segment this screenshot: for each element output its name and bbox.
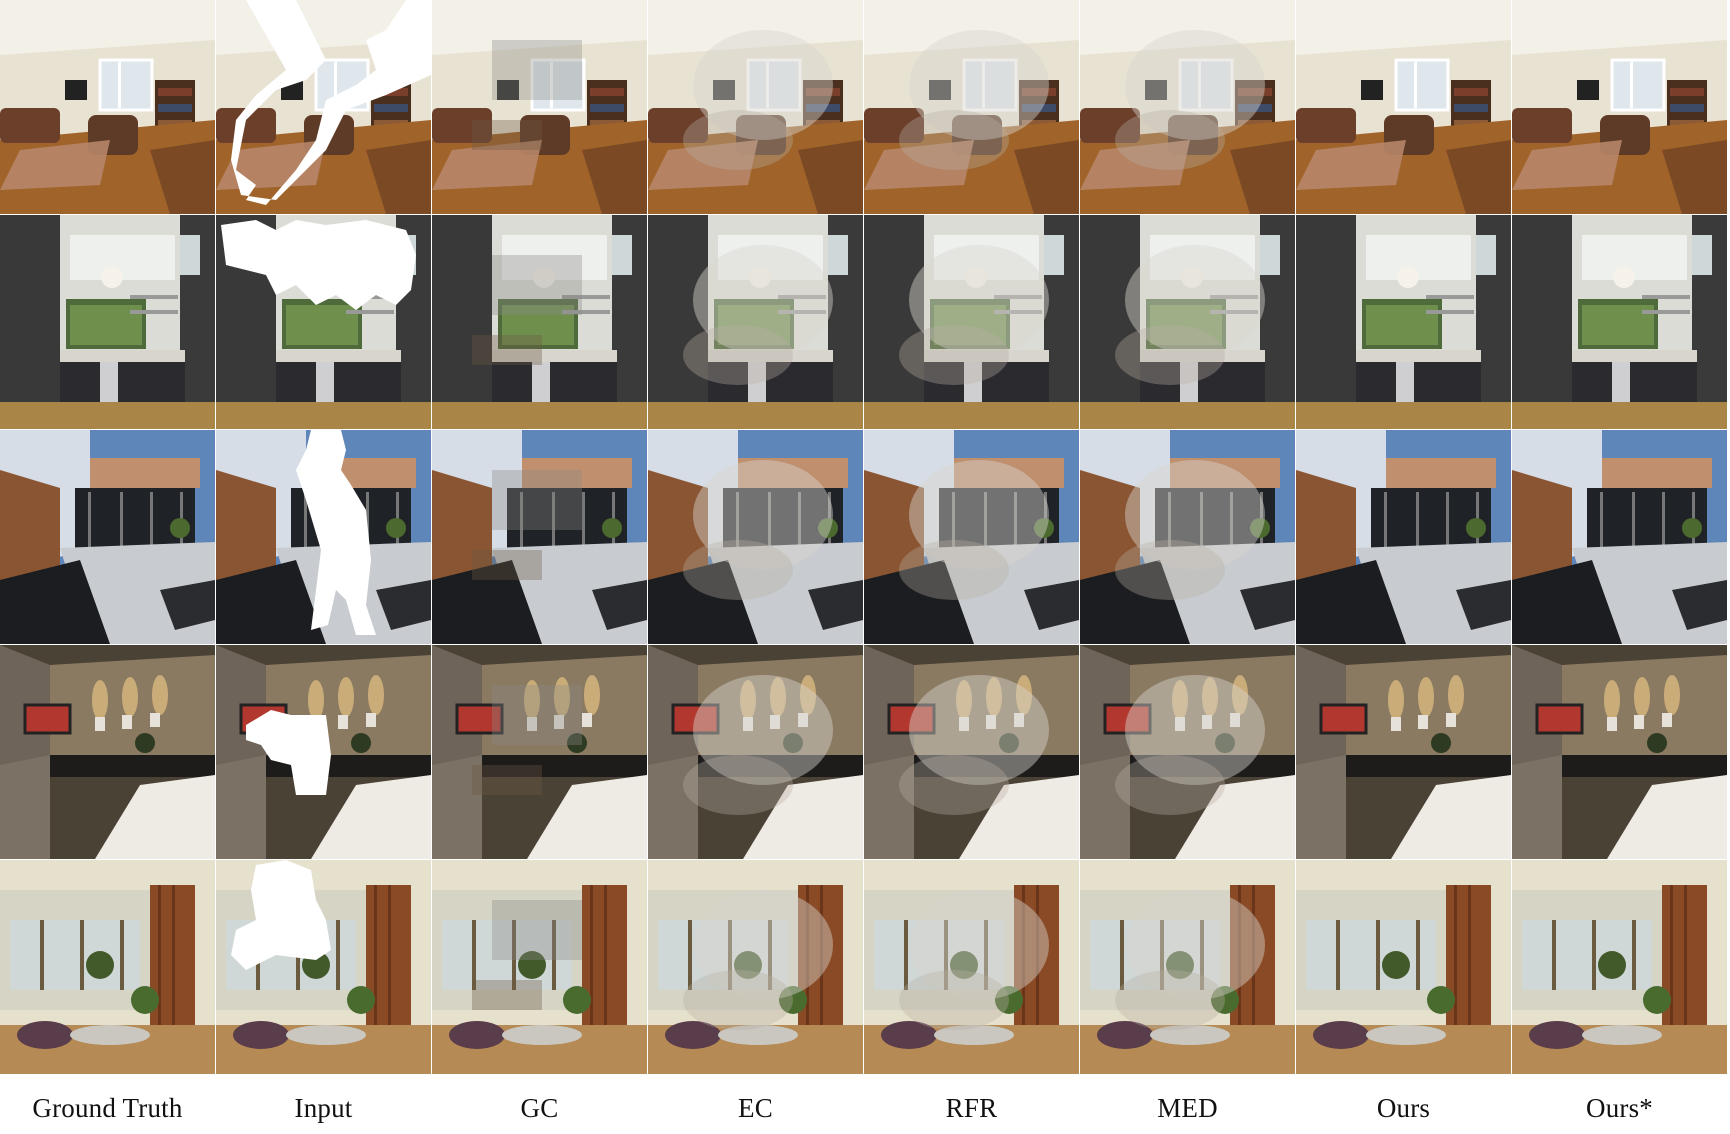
scene-image-kitchen	[0, 215, 215, 429]
caption-rfr: RFR	[945, 1093, 998, 1123]
scene-image-lounge	[648, 860, 863, 1074]
thumbnail-bedroom-med	[1080, 645, 1295, 859]
caption-ours-star: Ours*	[1586, 1093, 1653, 1123]
thumbnail-living-room-ours-star	[1512, 0, 1727, 214]
scene-image-kitchen	[216, 215, 431, 429]
thumbnail-lounge-rfr	[864, 860, 1079, 1074]
thumbnail-lounge-ours	[1296, 860, 1511, 1074]
thumbnail-lounge-input	[216, 860, 431, 1074]
scene-image-bedroom	[864, 645, 1079, 859]
caption-ours: Ours	[1376, 1093, 1431, 1123]
scene-image-living-room	[648, 0, 863, 214]
scene-image-lounge	[1296, 860, 1511, 1074]
thumbnail-patio-ec	[648, 430, 863, 644]
thumbnail-living-room-input	[216, 0, 431, 214]
thumbnail-patio-gc	[432, 430, 647, 644]
scene-image-bedroom	[0, 645, 215, 859]
scene-image-kitchen	[1512, 215, 1727, 429]
thumbnail-lounge-med	[1080, 860, 1295, 1074]
thumbnail-lounge-ground-truth	[0, 860, 215, 1074]
thumbnail-kitchen-med	[1080, 215, 1295, 429]
thumbnail-lounge-ours-star	[1512, 860, 1727, 1074]
scene-image-patio	[1296, 430, 1511, 644]
thumbnail-kitchen-ground-truth	[0, 215, 215, 429]
scene-image-living-room	[1512, 0, 1727, 214]
thumbnail-kitchen-rfr	[864, 215, 1079, 429]
scene-image-living-room	[1080, 0, 1295, 214]
thumbnail-patio-med	[1080, 430, 1295, 644]
thumbnail-bedroom-rfr	[864, 645, 1079, 859]
caption-ground-truth: Ground Truth	[32, 1093, 183, 1123]
scene-image-patio	[648, 430, 863, 644]
scene-image-kitchen	[864, 215, 1079, 429]
thumbnail-bedroom-input	[216, 645, 431, 859]
scene-image-living-room	[432, 0, 647, 214]
thumbnail-kitchen-input	[216, 215, 431, 429]
scene-image-kitchen	[1080, 215, 1295, 429]
scene-image-lounge	[864, 860, 1079, 1074]
scene-image-living-room	[0, 0, 215, 214]
scene-image-patio	[216, 430, 431, 644]
scene-image-bedroom	[1080, 645, 1295, 859]
thumbnail-kitchen-ours-star	[1512, 215, 1727, 429]
thumbnail-bedroom-ground-truth	[0, 645, 215, 859]
scene-image-patio	[0, 430, 215, 644]
thumbnail-bedroom-ec	[648, 645, 863, 859]
caption-gc: GC	[520, 1093, 559, 1123]
scene-image-living-room	[864, 0, 1079, 214]
scene-image-patio	[1080, 430, 1295, 644]
thumbnail-living-room-med	[1080, 0, 1295, 214]
scene-image-bedroom	[1296, 645, 1511, 859]
thumbnail-lounge-ec	[648, 860, 863, 1074]
scene-image-bedroom	[648, 645, 863, 859]
scene-image-kitchen	[1296, 215, 1511, 429]
thumbnail-patio-input	[216, 430, 431, 644]
scene-image-patio	[864, 430, 1079, 644]
thumbnail-lounge-gc	[432, 860, 647, 1074]
scene-image-lounge	[0, 860, 215, 1074]
thumbnail-bedroom-ours	[1296, 645, 1511, 859]
scene-image-lounge	[1512, 860, 1727, 1074]
scene-image-patio	[432, 430, 647, 644]
scene-image-living-room	[1296, 0, 1511, 214]
caption-med: MED	[1157, 1093, 1218, 1123]
column-captions: Ground Truth Input GC EC RFR MED Ours Ou…	[0, 1065, 1730, 1134]
scene-image-lounge	[216, 860, 431, 1074]
thumbnail-living-room-ground-truth	[0, 0, 215, 214]
thumbnail-living-room-ours	[1296, 0, 1511, 214]
scene-image-bedroom	[216, 645, 431, 859]
thumbnail-bedroom-ours-star	[1512, 645, 1727, 859]
scene-image-lounge	[1080, 860, 1295, 1074]
thumbnail-living-room-gc	[432, 0, 647, 214]
thumbnail-kitchen-ours	[1296, 215, 1511, 429]
scene-image-bedroom	[432, 645, 647, 859]
thumbnail-kitchen-gc	[432, 215, 647, 429]
thumbnail-living-room-ec	[648, 0, 863, 214]
thumbnail-kitchen-ec	[648, 215, 863, 429]
thumbnail-patio-rfr	[864, 430, 1079, 644]
thumbnail-living-room-rfr	[864, 0, 1079, 214]
thumbnail-patio-ground-truth	[0, 430, 215, 644]
scene-image-patio	[1512, 430, 1727, 644]
scene-image-living-room	[216, 0, 431, 214]
scene-image-lounge	[432, 860, 647, 1074]
thumbnail-patio-ours	[1296, 430, 1511, 644]
thumbnail-bedroom-gc	[432, 645, 647, 859]
scene-image-bedroom	[1512, 645, 1727, 859]
scene-image-kitchen	[432, 215, 647, 429]
caption-input: Input	[294, 1093, 353, 1123]
scene-image-kitchen	[648, 215, 863, 429]
figure-grid	[0, 0, 1727, 1074]
thumbnail-patio-ours-star	[1512, 430, 1727, 644]
caption-ec: EC	[738, 1093, 773, 1123]
